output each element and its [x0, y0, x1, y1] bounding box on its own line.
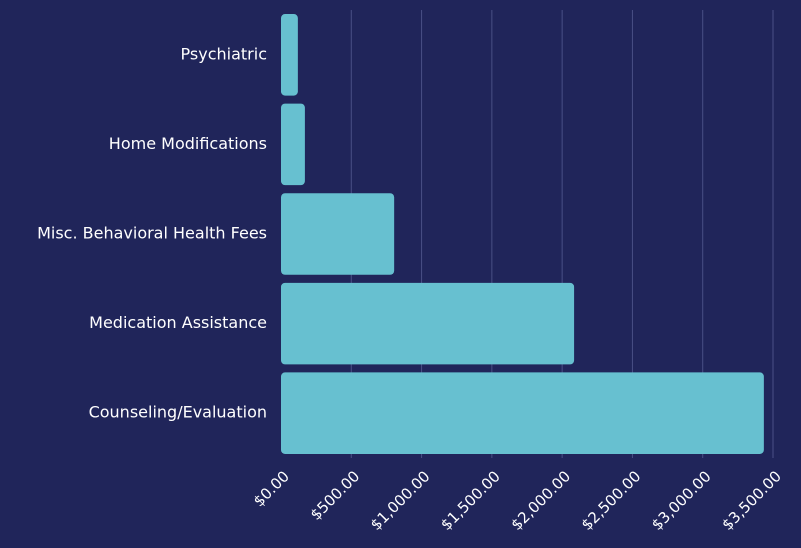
bar: [281, 103, 305, 186]
y-tick-label: Psychiatric: [181, 44, 267, 63]
bar: [281, 14, 298, 96]
bar: [281, 372, 764, 454]
y-tick-label: Misc. Behavioral Health Fees: [37, 224, 267, 243]
bar: [281, 282, 575, 365]
y-tick-label: Counseling/Evaluation: [89, 403, 267, 422]
y-tick-label: Medication Assistance: [89, 313, 267, 332]
y-tick-label: Home Modifications: [109, 134, 267, 153]
bar: [281, 193, 395, 275]
